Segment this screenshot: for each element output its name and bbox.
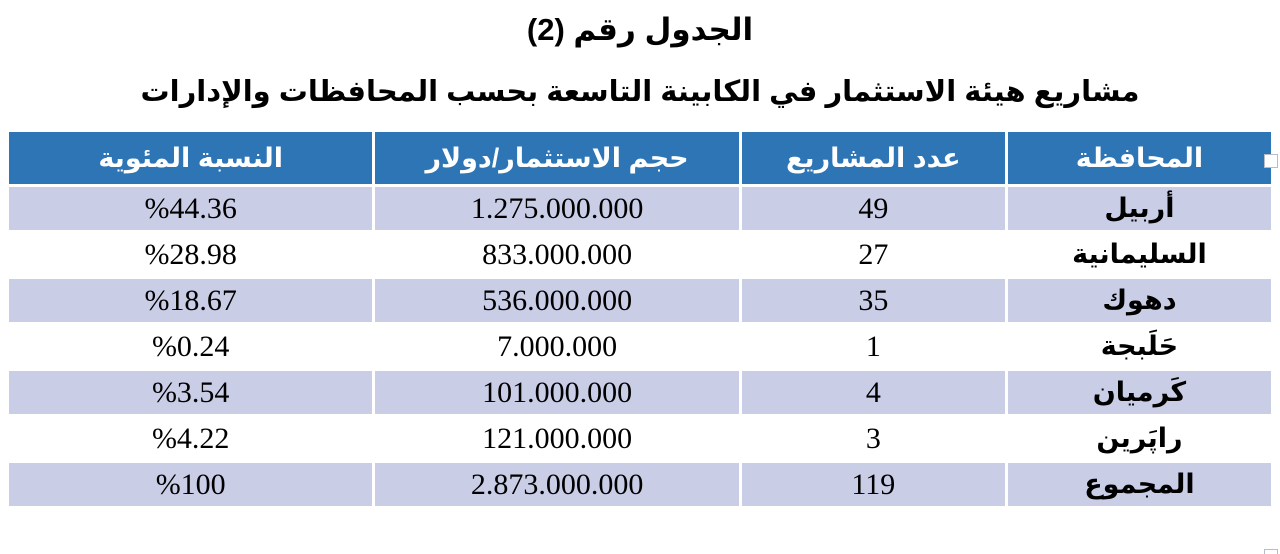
document-page: الجدول رقم (2) مشاريع هيئة الاستثمار في … xyxy=(0,12,1280,554)
cell-projects-count: 3 xyxy=(741,417,1005,460)
cell-projects-count: 27 xyxy=(741,233,1005,276)
table-corner-handle-top xyxy=(1264,154,1278,168)
cell-investment-volume: 7.000.000 xyxy=(375,325,739,368)
cell-governorate: حَلَبجة xyxy=(1007,325,1271,368)
table-row: أربيل 49 1.275.000.000 %44.36 xyxy=(9,187,1271,230)
header-percentage: النسبة المئوية xyxy=(9,132,373,184)
cell-governorate: راپَرين xyxy=(1007,417,1271,460)
header-investment-volume: حجم الاستثمار/دولار xyxy=(375,132,739,184)
cell-governorate: دهوك xyxy=(1007,279,1271,322)
page-title: الجدول رقم (2) xyxy=(526,12,754,47)
table-row: راپَرين 3 121.000.000 %4.22 xyxy=(9,417,1271,460)
cell-governorate: أربيل xyxy=(1007,187,1271,230)
cell-projects-count: 1 xyxy=(741,325,1005,368)
cell-investment-volume: 833.000.000 xyxy=(375,233,739,276)
table-row: كَرميان 4 101.000.000 %3.54 xyxy=(9,371,1271,414)
cell-percentage: %0.24 xyxy=(9,325,373,368)
table-row: حَلَبجة 1 7.000.000 %0.24 xyxy=(9,325,1271,368)
cell-percentage: %28.98 xyxy=(9,233,373,276)
cell-projects-count: 4 xyxy=(741,371,1005,414)
cell-investment-volume: 1.275.000.000 xyxy=(375,187,739,230)
cell-percentage: %100 xyxy=(9,463,373,506)
cell-governorate: كَرميان xyxy=(1007,371,1271,414)
cell-percentage: %3.54 xyxy=(9,371,373,414)
cell-governorate: المجموع xyxy=(1007,463,1271,506)
table-row: دهوك 35 536.000.000 %18.67 xyxy=(9,279,1271,322)
cell-investment-volume: 101.000.000 xyxy=(375,371,739,414)
investment-projects-table: المحافظة عدد المشاريع حجم الاستثمار/دولا… xyxy=(6,129,1274,509)
cell-projects-count: 49 xyxy=(741,187,1005,230)
cell-percentage: %18.67 xyxy=(9,279,373,322)
cell-investment-volume: 2.873.000.000 xyxy=(375,463,739,506)
table-header-row: المحافظة عدد المشاريع حجم الاستثمار/دولا… xyxy=(9,132,1271,184)
page-subtitle: مشاريع هيئة الاستثمار في الكابينة التاسع… xyxy=(140,76,1140,108)
table-corner-handle-bottom xyxy=(1264,549,1278,554)
table-row-total: المجموع 119 2.873.000.000 %100 xyxy=(9,463,1271,506)
cell-percentage: %4.22 xyxy=(9,417,373,460)
cell-projects-count: 119 xyxy=(741,463,1005,506)
cell-projects-count: 35 xyxy=(741,279,1005,322)
table-row: السليمانية 27 833.000.000 %28.98 xyxy=(9,233,1271,276)
header-projects-count: عدد المشاريع xyxy=(741,132,1005,184)
cell-investment-volume: 536.000.000 xyxy=(375,279,739,322)
cell-percentage: %44.36 xyxy=(9,187,373,230)
cell-investment-volume: 121.000.000 xyxy=(375,417,739,460)
header-governorate: المحافظة xyxy=(1007,132,1271,184)
cell-governorate: السليمانية xyxy=(1007,233,1271,276)
